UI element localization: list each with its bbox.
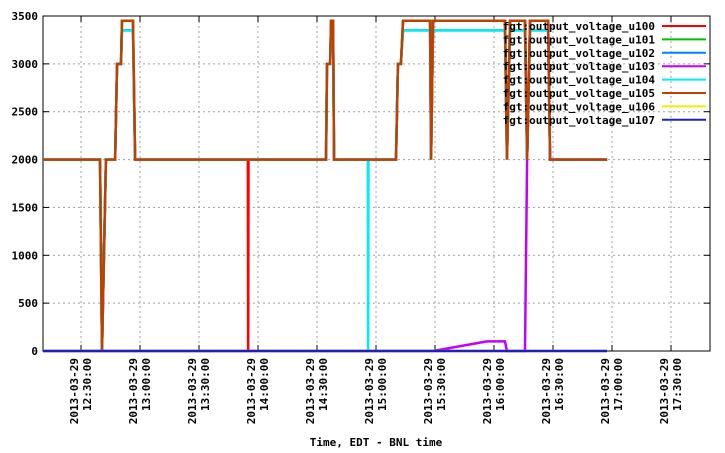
y-tick-label: 1000 xyxy=(12,249,39,262)
x-tick-label: 2013-03-2917:30:00 xyxy=(658,358,684,424)
series-line xyxy=(43,19,608,352)
legend-label: fgt:output_voltage_u106 xyxy=(503,100,656,113)
legend-label: fgt:output_voltage_u104 xyxy=(503,74,656,87)
legend-label: fgt:output_voltage_u103 xyxy=(503,60,655,73)
x-axis-label: Time, EDT - BNL time xyxy=(310,436,443,449)
x-tick-label: 2013-03-2913:00:00 xyxy=(127,358,153,424)
y-tick-label: 3500 xyxy=(12,10,39,23)
x-tick-label: 2013-03-2917:00:00 xyxy=(599,358,625,424)
legend-label: fgt:output_voltage_u101 xyxy=(503,33,656,46)
x-tick-label: 2013-03-2913:30:00 xyxy=(186,358,212,424)
x-tick-label: 2013-03-2916:30:00 xyxy=(540,358,566,424)
y-tick-label: 3000 xyxy=(12,58,39,71)
x-tick-label: 2013-03-2915:30:00 xyxy=(422,358,448,424)
x-tick-label: 2013-03-2914:30:00 xyxy=(304,358,330,424)
y-tick-label: 2000 xyxy=(12,154,39,167)
x-tick-label: 2013-03-2915:00:00 xyxy=(363,358,389,424)
legend-label: fgt:output_voltage_u100 xyxy=(503,20,655,33)
x-tick-label: 2013-03-2912:30:00 xyxy=(68,358,94,424)
x-tick-label: 2013-03-2914:00:00 xyxy=(245,358,271,424)
x-tick-label: 2013-03-2916:00:00 xyxy=(481,358,507,424)
y-tick-label: 0 xyxy=(31,345,38,358)
legend-label: fgt:output_voltage_u102 xyxy=(503,47,655,60)
y-tick-label: 2500 xyxy=(12,106,39,119)
legend-label: fgt:output_voltage_u105 xyxy=(503,87,655,100)
legend-label: fgt:output_voltage_u107 xyxy=(503,114,655,127)
y-tick-label: 500 xyxy=(18,297,38,310)
y-tick-label: 1500 xyxy=(12,201,39,214)
